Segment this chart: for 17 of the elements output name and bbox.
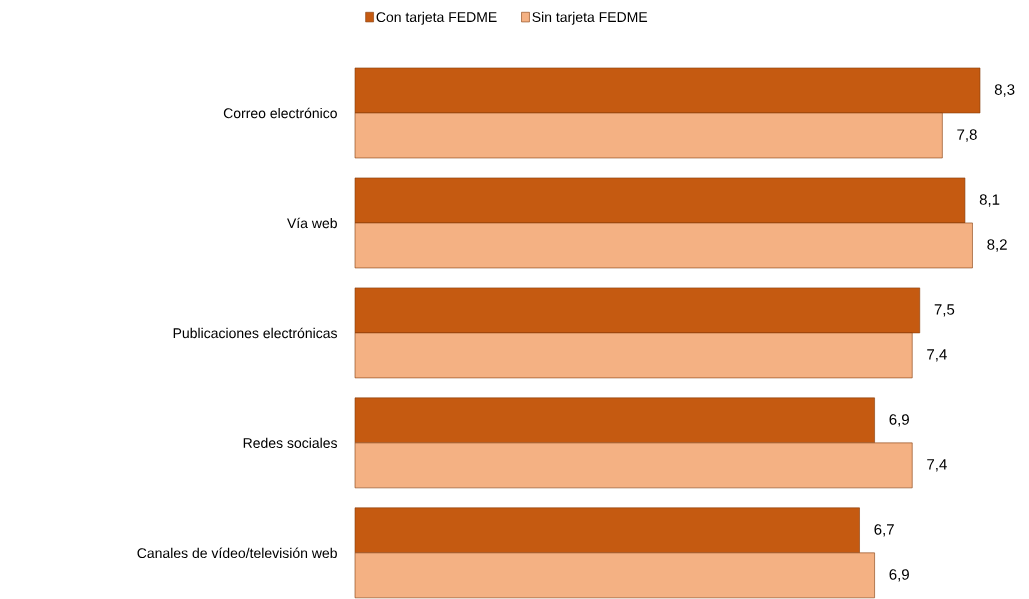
y-tick-label: Canales de vídeo/televisión web: [137, 547, 337, 559]
data-label: 6,9: [889, 414, 909, 427]
y-tick-label: Vía web: [287, 217, 337, 229]
legend-label: Con tarjeta FEDME: [376, 11, 497, 25]
data-label: 7,4: [927, 349, 947, 362]
data-label: 7,4: [927, 459, 947, 472]
data-label: 7,8: [957, 129, 977, 142]
data-label: 8,3: [994, 84, 1015, 97]
y-tick-label: Redes sociales: [243, 437, 338, 449]
data-label: 6,9: [889, 569, 909, 582]
data-label: 6,7: [874, 524, 894, 537]
data-label: 8,1: [979, 194, 1000, 207]
y-tick-label: Correo electrónico: [223, 107, 337, 119]
legend-label: Sin tarjeta FEDME: [532, 11, 648, 25]
y-tick-label: Publicaciones electrónicas: [173, 327, 338, 339]
data-label: 8,2: [987, 239, 1007, 252]
data-label: 7,5: [934, 304, 955, 317]
